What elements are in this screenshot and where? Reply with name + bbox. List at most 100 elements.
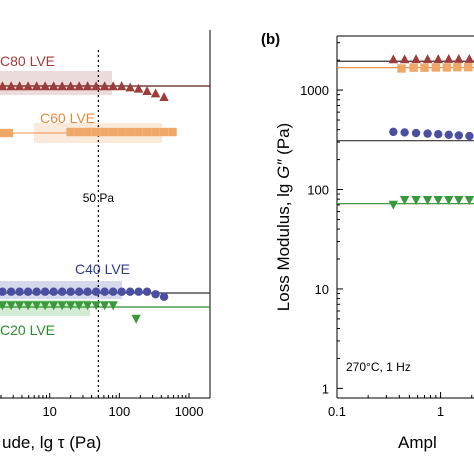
y-label-part: G″	[274, 159, 293, 179]
data-point	[49, 287, 58, 296]
data-point	[4, 128, 14, 138]
data-point	[125, 287, 135, 296]
data-point	[40, 287, 50, 296]
panel-b-y-tick-label: 100	[307, 183, 329, 198]
panel-a-x-tick-label: 1000	[175, 404, 204, 419]
panel-a-x-tick-label: 10	[42, 404, 56, 419]
panel-b-y-tick-label: 1000	[300, 83, 329, 98]
data-point	[23, 287, 33, 296]
data-point	[66, 127, 75, 137]
data-point	[91, 301, 101, 311]
data-point	[14, 301, 25, 311]
data-point	[14, 81, 25, 91]
data-point	[108, 127, 118, 137]
data-point	[399, 196, 410, 205]
data-point	[0, 301, 8, 311]
data-point	[48, 301, 59, 311]
data-point	[74, 287, 84, 296]
data-point	[82, 301, 93, 311]
data-point	[108, 287, 118, 296]
data-point	[133, 83, 144, 93]
data-point	[91, 127, 101, 137]
data-point	[66, 287, 75, 296]
data-point	[400, 128, 409, 137]
data-point	[464, 196, 474, 205]
data-point	[159, 292, 169, 302]
data-point	[31, 301, 42, 311]
data-point	[422, 54, 433, 64]
data-point	[0, 287, 7, 296]
data-point	[134, 127, 143, 137]
data-point	[399, 54, 410, 64]
data-point	[99, 81, 110, 91]
data-point	[74, 81, 84, 91]
data-point	[116, 81, 127, 91]
data-point	[434, 130, 443, 139]
data-point	[83, 127, 92, 137]
data-point	[57, 287, 67, 296]
data-point	[0, 128, 6, 138]
panel-b-x-tick-label: 1	[437, 404, 444, 419]
panel-a: 10 100 1000 ude, lg τ (Pa) 50 Pa C80 LVE C60 L…	[0, 30, 211, 452]
data-point	[411, 196, 421, 205]
data-point	[100, 287, 109, 296]
data-point	[431, 63, 441, 72]
data-point	[131, 314, 141, 324]
data-point	[423, 129, 432, 138]
data-point	[108, 301, 118, 311]
data-point	[151, 127, 160, 137]
data-point	[444, 53, 454, 63]
data-point	[23, 81, 33, 91]
series-label: C40 LVE	[75, 261, 130, 277]
data-point	[125, 82, 135, 92]
data-point	[150, 88, 161, 98]
data-point	[57, 301, 67, 311]
data-point	[100, 127, 109, 137]
data-point	[444, 130, 453, 140]
data-point	[6, 301, 16, 311]
data-point	[388, 200, 399, 210]
data-point	[397, 64, 406, 73]
data-point	[159, 92, 169, 101]
data-point	[420, 63, 429, 72]
data-point	[453, 62, 462, 72]
lve-region	[0, 71, 112, 95]
data-point	[57, 81, 67, 91]
data-point	[6, 287, 16, 296]
data-point	[40, 81, 50, 91]
data-point	[159, 127, 169, 137]
data-point	[464, 53, 474, 63]
panel-b: (b) 1 10 100 1000 0.1 1 Loss Modulus, lg G″ (Pa…	[261, 31, 474, 452]
data-point	[454, 53, 464, 63]
data-point	[0, 81, 8, 91]
data-point	[15, 287, 24, 296]
data-point	[433, 54, 443, 64]
panel-a-x-axis-label: ude, lg τ (Pa)	[2, 433, 101, 452]
data-point	[48, 81, 59, 91]
data-point	[65, 81, 76, 91]
data-point	[168, 127, 177, 137]
data-point	[464, 62, 473, 72]
data-point	[82, 81, 93, 91]
panel-b-y-axis-label: Loss Modulus, lg G″ (Pa)	[274, 123, 293, 311]
data-point	[151, 290, 160, 299]
panel-b-x-axis-label: Ampl	[398, 433, 437, 452]
data-point	[389, 127, 398, 137]
data-point	[142, 287, 152, 296]
series-label: C80 LVE	[0, 53, 55, 69]
panel-b-y-tick-label: 10	[315, 282, 329, 297]
data-point	[454, 131, 463, 140]
data-point	[91, 287, 101, 296]
y-label-part: Loss Modulus, lg	[274, 179, 293, 311]
panel-a-x-tick-label: 100	[108, 404, 130, 419]
series-label: C60 LVE	[40, 110, 95, 126]
data-point	[411, 128, 421, 138]
data-point	[142, 86, 152, 95]
data-point	[422, 196, 433, 205]
data-point	[442, 63, 452, 72]
data-point	[6, 81, 16, 91]
panel-b-x-tick-label: 0.1	[328, 404, 346, 419]
data-point	[409, 63, 418, 72]
data-point	[465, 131, 474, 141]
data-point	[83, 287, 92, 296]
